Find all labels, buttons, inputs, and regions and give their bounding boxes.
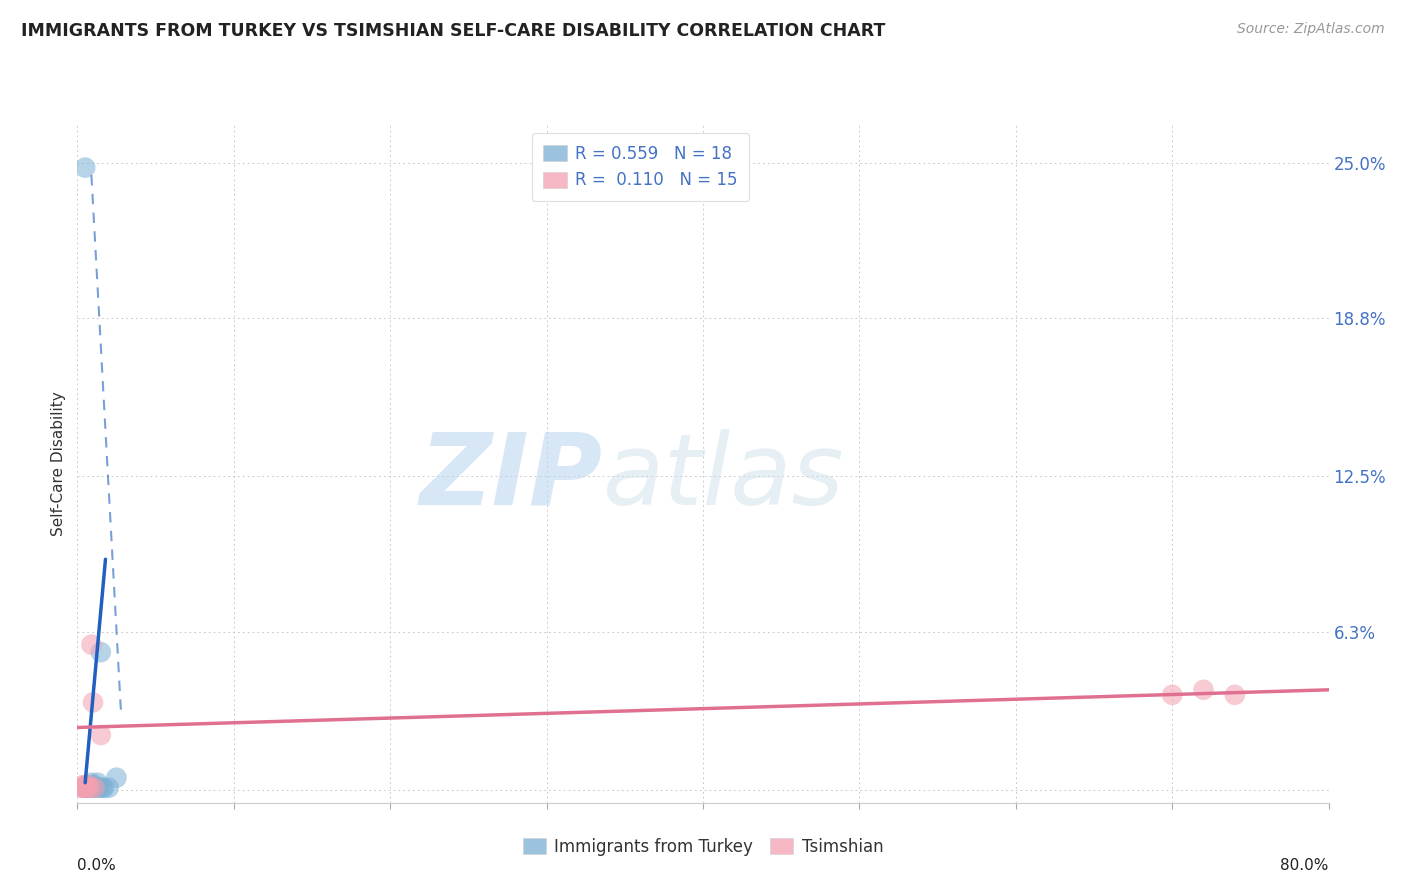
Point: [83, 780, 105, 795]
Point: [105, 771, 128, 785]
Text: ZIP: ZIP: [420, 429, 603, 526]
Point: [75, 780, 97, 795]
Point: [79, 778, 101, 792]
Point: [77, 780, 100, 795]
Point: [79, 780, 101, 795]
Point: [72, 780, 94, 795]
Point: [1223, 688, 1246, 702]
Point: [69, 780, 91, 795]
Point: [89, 780, 111, 795]
Text: IMMIGRANTS FROM TURKEY VS TSIMSHIAN SELF-CARE DISABILITY CORRELATION CHART: IMMIGRANTS FROM TURKEY VS TSIMSHIAN SELF…: [21, 22, 886, 40]
Text: Source: ZipAtlas.com: Source: ZipAtlas.com: [1237, 22, 1385, 37]
Text: 0.0%: 0.0%: [77, 858, 117, 873]
Legend: Immigrants from Turkey, Tsimshian: Immigrants from Turkey, Tsimshian: [516, 831, 890, 863]
Point: [80, 775, 103, 789]
Point: [91, 780, 114, 795]
Point: [93, 780, 115, 795]
Point: [86, 775, 108, 789]
Point: [76, 780, 98, 795]
Point: [77, 778, 100, 792]
Point: [84, 780, 107, 795]
Text: 80.0%: 80.0%: [1281, 858, 1329, 873]
Point: [97, 780, 120, 795]
Point: [1192, 682, 1215, 697]
Point: [75, 778, 97, 792]
Point: [83, 780, 105, 795]
Point: [82, 778, 104, 792]
Y-axis label: Self-Care Disability: Self-Care Disability: [51, 392, 66, 536]
Point: [70, 778, 93, 792]
Point: [90, 728, 112, 742]
Point: [72, 780, 94, 795]
Point: [76, 780, 98, 795]
Point: [1161, 688, 1184, 702]
Point: [90, 645, 112, 659]
Point: [80, 638, 103, 652]
Text: atlas: atlas: [603, 429, 845, 526]
Point: [82, 695, 104, 709]
Point: [80, 780, 103, 795]
Point: [76, 778, 98, 792]
Point: [75, 161, 97, 175]
